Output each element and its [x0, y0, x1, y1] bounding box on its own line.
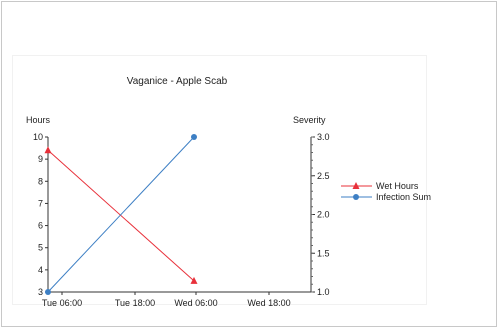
data-point-circle: [191, 134, 197, 140]
series-line-infection-sum: [47, 136, 195, 293]
right-tick-label: 3.0: [317, 132, 330, 142]
x-tick-label: Wed 18:00: [247, 298, 290, 308]
legend-label: Infection Sum: [376, 192, 431, 202]
axes: [47, 137, 312, 293]
x-tick-label: Wed 06:00: [174, 298, 217, 308]
right-tick-label: 1.0: [317, 287, 330, 297]
left-tick-label: 9: [38, 154, 43, 164]
legend-label: Wet Hours: [376, 181, 419, 191]
right-tick-label: 2.0: [317, 210, 330, 220]
series-line-wet-hours: [47, 149, 195, 282]
left-tick-label: 4: [38, 265, 43, 275]
x-axis-ticks: Tue 06:00 Tue 18:00 Wed 06:00 Wed 18:00: [42, 292, 291, 308]
data-point-triangle: [44, 146, 52, 154]
data-point-circle: [45, 289, 51, 295]
left-tick-label: 5: [38, 243, 43, 253]
left-tick-label: 8: [38, 176, 43, 186]
left-tick-label: 7: [38, 198, 43, 208]
legend-marker-triangle: [352, 182, 360, 189]
x-tick-label: Tue 06:00: [42, 298, 82, 308]
left-axis-label: Hours: [26, 115, 51, 125]
right-axis-ticks: 1.0 1.5 2.0 2.5 3.0: [311, 132, 330, 297]
left-tick-label: 10: [33, 132, 43, 142]
series-layer: [44, 134, 198, 295]
right-axis-label: Severity: [293, 115, 326, 125]
left-tick-label: 6: [38, 221, 43, 231]
left-tick-label: 3: [38, 287, 43, 297]
x-tick-label: Tue 18:00: [115, 298, 155, 308]
left-axis-ticks: 3 4 5 6 7 8 9 10: [33, 132, 48, 297]
right-tick-label: 1.5: [317, 248, 330, 258]
right-tick-label: 2.5: [317, 171, 330, 181]
legend-marker-circle: [353, 194, 359, 200]
data-point-triangle: [190, 276, 198, 284]
chart-title: Vaganice - Apple Scab: [127, 76, 228, 87]
